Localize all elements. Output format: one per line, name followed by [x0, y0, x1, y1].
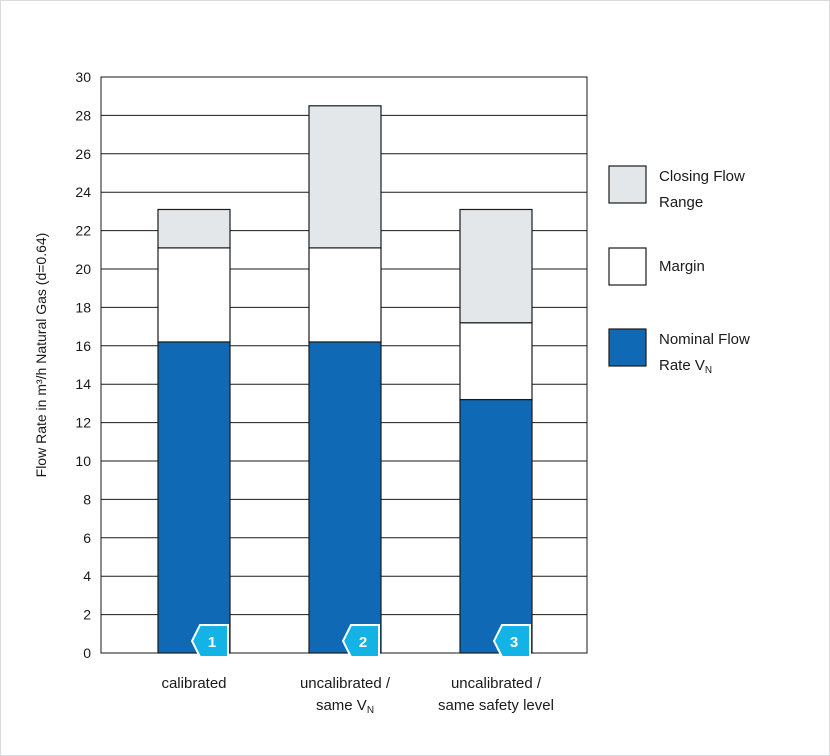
bar-segment [157, 247, 231, 343]
y-tick-label: 24 [75, 184, 91, 200]
subscript: N [367, 705, 374, 716]
y-tick-label: 14 [75, 376, 91, 392]
bar-segment [308, 247, 382, 343]
y-tick-label: 26 [75, 146, 91, 162]
y-tick-label: 18 [75, 299, 91, 315]
legend-swatch [608, 165, 647, 204]
step-badge [341, 624, 380, 658]
step-badge [190, 624, 229, 658]
y-tick-label: 28 [75, 107, 91, 123]
bar-segment [308, 341, 382, 654]
x-category-label: uncalibrated / [451, 675, 542, 692]
bar-segment [157, 208, 231, 249]
legend-label: Range [659, 194, 703, 211]
step-badge [492, 624, 531, 658]
step-badge-number: 1 [208, 634, 216, 651]
legend-swatch [608, 328, 647, 367]
y-tick-label: 20 [75, 261, 91, 277]
x-category-label: uncalibrated / [300, 675, 391, 692]
step-badge-number: 3 [510, 634, 518, 651]
y-tick-label: 0 [83, 645, 91, 661]
legend-label: Rate VN [659, 357, 712, 376]
bar-segment [459, 208, 533, 324]
step-badge-number: 2 [359, 634, 367, 651]
y-tick-label: 12 [75, 415, 91, 431]
subscript: N [705, 365, 712, 376]
y-tick-label: 4 [83, 568, 91, 584]
y-tick-label: 10 [75, 453, 91, 469]
bar-segment [459, 322, 533, 401]
bar-segment [308, 105, 382, 249]
legend-label: Margin [659, 258, 705, 275]
legend-label: Closing Flow [659, 168, 745, 185]
x-category-label: calibrated [161, 675, 226, 692]
y-tick-label: 16 [75, 338, 91, 354]
x-category-label: same safety level [438, 697, 554, 714]
bar-segment [157, 341, 231, 654]
y-tick-label: 22 [75, 223, 91, 239]
x-category-label: same VN [316, 697, 374, 716]
y-axis-label: Flow Rate in m³/h Natural Gas (d=0.64) [33, 233, 49, 478]
legend-label: Nominal Flow [659, 331, 750, 348]
y-tick-label: 2 [83, 607, 91, 623]
y-tick-label: 6 [83, 530, 91, 546]
bar-segment [459, 398, 533, 654]
y-tick-label: 30 [75, 69, 91, 85]
legend-swatch [608, 247, 647, 286]
y-tick-label: 8 [83, 491, 91, 507]
